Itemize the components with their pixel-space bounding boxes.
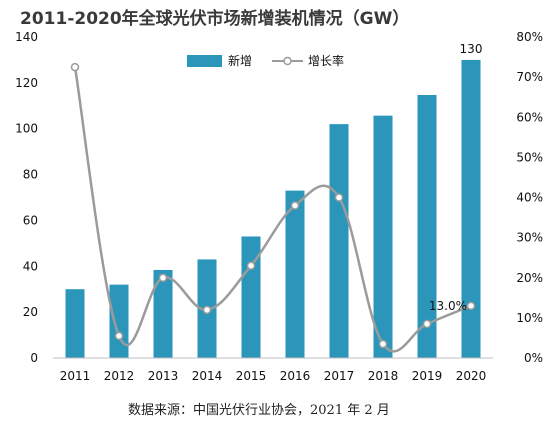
line-point [202,305,212,315]
bar-value-label: 130 [460,42,483,56]
line-point [290,201,300,210]
left-tick-label: 80 [23,168,38,182]
bar [109,284,129,358]
legend-bar-label: 新增 [228,53,252,68]
right-tick-label: 80% [516,30,543,44]
left-tick-label: 140 [15,30,38,44]
left-tick-label: 40 [23,259,38,273]
bar-series [65,59,481,359]
chart-title: 2011-2020年全球光伏市场新增装机情况（GW） [20,8,409,29]
legend-line-marker [283,56,292,66]
line-point [422,319,432,329]
legend-line-label: 增长率 [308,53,344,68]
line-point [378,339,388,349]
line-point [334,193,344,202]
right-tick-label: 0% [524,351,543,365]
line-point [70,62,80,72]
bar [461,59,481,359]
legend: 新增 增长率 [187,53,344,68]
line-point [158,273,168,282]
bar [241,236,261,358]
bar [65,289,85,358]
x-tick-label: 2014 [192,369,223,383]
bar [417,95,437,359]
x-tick-label: 2018 [368,369,399,383]
bar [373,115,393,359]
line-point [466,301,476,311]
right-tick-label: 30% [516,231,543,245]
x-tick-label: 2012 [104,369,135,383]
left-tick-label: 0 [30,351,38,365]
line-series [70,62,476,353]
bar [285,190,305,358]
x-tick-label: 2019 [412,369,443,383]
right-tick-label: 70% [516,70,543,84]
left-axis: 0 20 40 60 80 100 120 140 [15,30,38,365]
left-tick-label: 120 [15,76,38,90]
left-tick-label: 20 [23,305,38,319]
x-tick-label: 2013 [148,369,179,383]
x-tick-label: 2017 [324,369,355,383]
x-tick-label: 2011 [60,369,91,383]
left-tick-label: 100 [15,122,38,136]
bar [329,124,349,358]
growth-rate-line [73,66,472,353]
legend-bar-swatch [187,55,222,67]
data-labels: 130 13.0% [429,42,483,313]
x-tick-label: 2020 [456,369,487,383]
right-tick-label: 20% [516,271,543,285]
right-tick-label: 40% [516,191,543,205]
right-tick-label: 50% [516,150,543,164]
line-point [114,331,124,341]
source-note: 数据来源：中国光伏行业协会，2021 年 2 月 [128,403,390,418]
right-tick-label: 60% [516,110,543,124]
right-tick-label: 10% [516,311,543,325]
line-point [246,261,256,270]
right-axis: 0% 10% 20% 30% 40% 50% 60% 70% 80% [516,30,543,365]
left-tick-label: 60 [23,213,38,227]
bar [153,269,173,358]
rate-value-label: 13.0% [429,299,467,313]
x-axis: 2011 2012 2013 2014 2015 2016 2017 2018 2019 2020 [53,357,493,383]
x-tick-label: 2015 [236,369,267,383]
x-tick-label: 2016 [280,369,311,383]
